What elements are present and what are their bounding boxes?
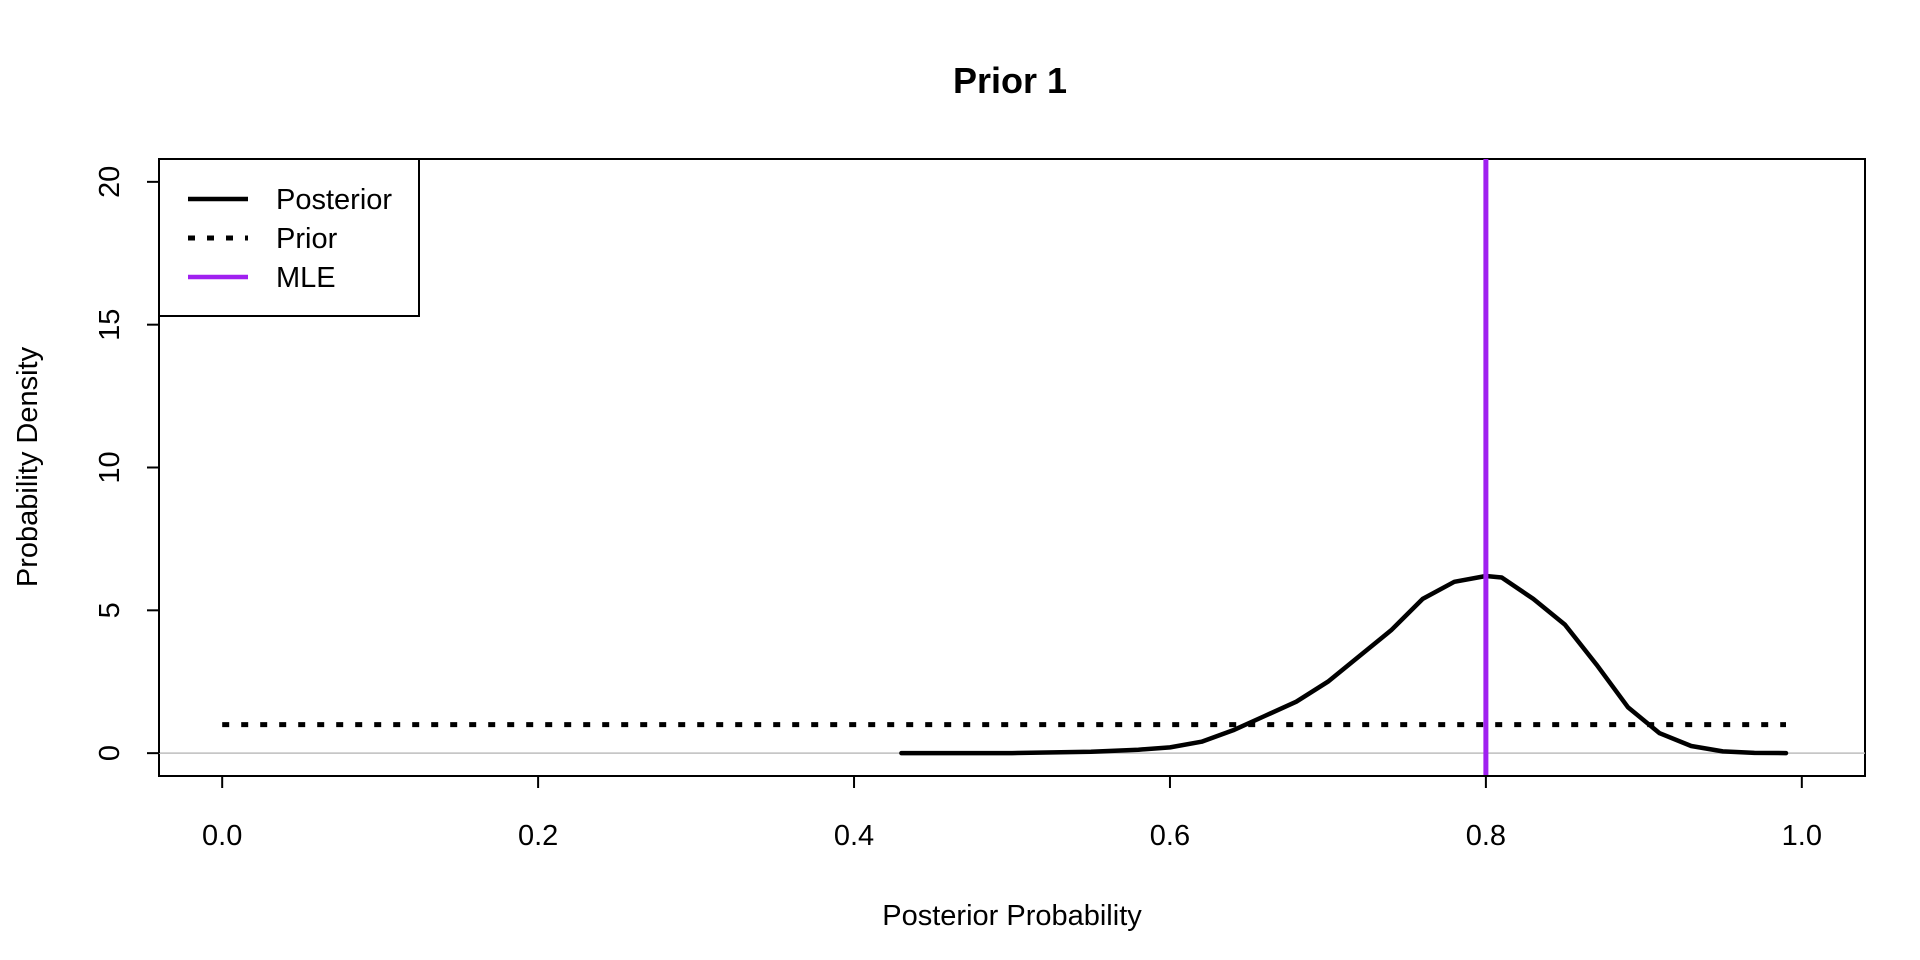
y-tick-label: 5: [94, 602, 126, 618]
y-axis-title: Probability Density: [12, 346, 44, 587]
y-tick-label: 15: [94, 309, 126, 341]
y-tick-label: 20: [94, 166, 126, 198]
legend: Posterior Prior MLE: [158, 158, 420, 317]
x-axis-title: Posterior Probability: [882, 900, 1142, 932]
legend-label-prior: Prior: [276, 223, 338, 255]
legend-label-posterior: Posterior: [276, 184, 392, 216]
series-line-posterior: [899, 573, 1789, 756]
x-tick-label: 0.4: [834, 820, 874, 852]
x-tick-label: 0.2: [518, 820, 558, 852]
legend-box: [158, 158, 420, 317]
posterior-line-group: [899, 573, 1789, 756]
legend-label-mle: MLE: [276, 262, 336, 294]
x-tick-label: 0.8: [1466, 820, 1506, 852]
y-tick-label: 10: [94, 451, 126, 483]
x-tick-label: 0.0: [202, 820, 242, 852]
x-axis: 0.0 0.2 0.4 0.6 0.8 1.0: [202, 775, 1822, 852]
x-tick-label: 1.0: [1782, 820, 1822, 852]
y-axis: 0 5 10 15 20: [94, 166, 160, 761]
y-tick-label: 0: [94, 745, 126, 761]
x-tick-label: 0.6: [1150, 820, 1190, 852]
chart-title: Prior 1: [953, 60, 1067, 101]
